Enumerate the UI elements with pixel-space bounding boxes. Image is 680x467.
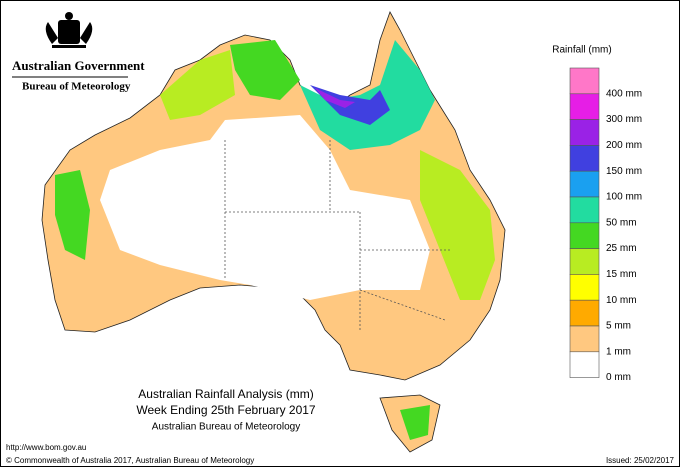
- legend-label: 10 mm: [606, 295, 637, 306]
- map-subtitle: Week Ending 25th February 2017: [136, 403, 316, 417]
- footer-url: http://www.bom.gov.au: [6, 443, 86, 452]
- crest: [45, 12, 93, 48]
- legend-label: 300 mm: [606, 114, 642, 125]
- legend-swatch: [569, 196, 600, 224]
- legend-swatch: [569, 93, 600, 120]
- footer-issued: Issued: 25/02/2017: [606, 456, 675, 465]
- legend-label: 150 mm: [606, 166, 642, 177]
- footer-copyright: © Commonwealth of Australia 2017, Austra…: [6, 456, 254, 465]
- legend-swatch: [569, 222, 600, 249]
- legend-label: 100 mm: [606, 192, 642, 203]
- legend-title: Rainfall (mm): [552, 45, 611, 56]
- legend-label: 200 mm: [606, 140, 642, 151]
- legend-swatch: [569, 119, 600, 146]
- government-name: Australian Government: [12, 58, 145, 73]
- legend: 400 mm 300 mm 200 mm 150 mm 100 mm 50 mm 25 mm…: [569, 67, 642, 383]
- legend-label: 5 mm: [606, 321, 631, 332]
- legend-label: 0 mm: [606, 372, 631, 383]
- australia-map: [41, 11, 506, 453]
- legend-swatch: [569, 170, 600, 198]
- legend-label: 400 mm: [606, 88, 642, 99]
- legend-label: 50 mm: [606, 217, 637, 228]
- legend-swatch: [569, 299, 600, 327]
- agency-name: Bureau of Meteorology: [22, 81, 131, 93]
- legend-swatch: [569, 274, 600, 301]
- legend-swatch: [569, 145, 600, 172]
- legend-label: 15 mm: [606, 269, 637, 280]
- legend-swatch: [569, 325, 600, 353]
- legend-swatch: [569, 67, 600, 95]
- legend-swatch: [569, 351, 600, 378]
- map-source: Australian Bureau of Meteorology: [152, 422, 300, 433]
- legend-label: 25 mm: [606, 243, 637, 254]
- legend-label: 1 mm: [606, 346, 631, 357]
- legend-swatch: [569, 248, 600, 275]
- map-title: Australian Rainfall Analysis (mm): [138, 387, 313, 401]
